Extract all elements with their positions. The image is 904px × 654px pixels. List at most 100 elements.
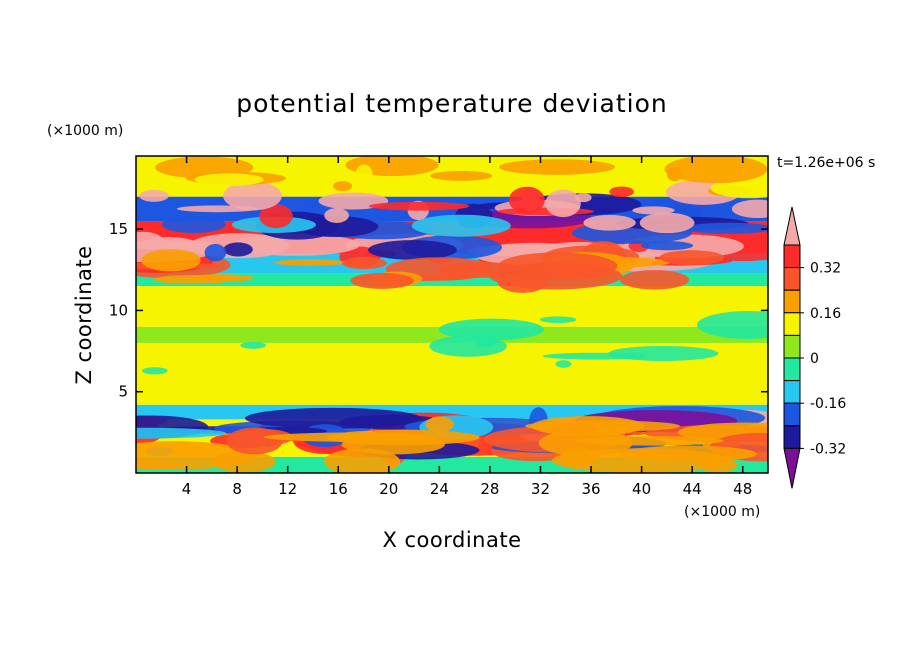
contour-feature [574, 436, 724, 446]
colorbar-band [783, 244, 801, 269]
x-tick-label: 40 [632, 480, 651, 498]
contour-feature [293, 216, 379, 238]
x-tick-label: 32 [531, 480, 550, 498]
contour-feature [641, 240, 694, 251]
contour-feature [697, 311, 768, 340]
colorbar-band [783, 334, 801, 359]
contour-feature [666, 166, 683, 182]
contour-feature [620, 269, 689, 290]
colorbar-label: 0.16 [810, 306, 841, 322]
contour-feature [583, 214, 636, 231]
colorbar-label: 0 [810, 351, 819, 367]
colorbar-band [783, 267, 801, 291]
contour-feature [545, 189, 581, 218]
contour-feature [189, 274, 254, 282]
contour-feature [555, 360, 572, 368]
colorbar-max-arrow [783, 206, 801, 246]
contour-feature [136, 427, 227, 439]
colorbar-band [783, 357, 801, 382]
contour-feature [609, 186, 634, 198]
contour-feature [161, 216, 226, 234]
contour-feature [240, 341, 267, 349]
contour-feature [425, 416, 455, 433]
contour-band [136, 375, 768, 405]
colorbar-band [783, 289, 801, 314]
contour-feature [204, 243, 227, 262]
x-axis-title: X coordinate [382, 528, 521, 552]
contour-feature [438, 318, 545, 341]
contour-feature [194, 173, 264, 186]
y-axis: 5 10 15 [109, 220, 768, 401]
chart-title: potential temperature deviation [236, 89, 667, 118]
x-tick-label: 24 [430, 480, 449, 498]
x-tick-label: 4 [182, 480, 192, 498]
x-tick-label: 48 [733, 480, 752, 498]
contour-feature [136, 460, 183, 469]
colorbar-label: 0.32 [810, 261, 841, 277]
y-tick-label: 10 [109, 301, 128, 319]
contour-feature [341, 257, 387, 270]
contour-feature [489, 262, 623, 290]
contour-feature [429, 335, 507, 357]
contour-feature [211, 451, 276, 473]
x-tick-label: 20 [379, 480, 398, 498]
contour-feature [139, 189, 169, 202]
x-tick-label: 16 [329, 480, 348, 498]
colorbar-min-arrow [783, 447, 801, 489]
x-tick-label: 12 [278, 480, 297, 498]
contour-feature [632, 206, 675, 215]
contour-feature [639, 212, 695, 234]
contour-feature [560, 447, 597, 469]
contour-feature [731, 199, 768, 219]
contour-feature [141, 249, 201, 272]
contour-feature [259, 204, 293, 229]
colorbar-label: -0.16 [810, 396, 846, 412]
colorbar-band [783, 380, 801, 404]
plot-frame [135, 155, 769, 474]
contour-feature [223, 181, 282, 211]
contour-feature [539, 316, 577, 324]
contour-feature [368, 201, 470, 211]
contour-feature [355, 164, 373, 184]
contour-feature [311, 176, 351, 183]
contour-feature [324, 448, 401, 473]
contour-feature [508, 186, 545, 214]
contour-feature [664, 156, 768, 184]
contour-feature [411, 214, 511, 237]
x-unit-label: (×1000 m) [684, 504, 760, 520]
contour-feature [659, 250, 724, 265]
y-axis-title: Z coordinate [72, 245, 96, 384]
contour-band [136, 286, 768, 327]
contour-feature [244, 407, 422, 429]
contour-feature [619, 445, 757, 463]
colorbar-label: -0.32 [810, 441, 846, 457]
y-tick-label: 15 [109, 220, 128, 238]
x-tick-label: 36 [581, 480, 600, 498]
y-tick-label: 5 [118, 383, 128, 401]
x-tick-label: 28 [480, 480, 499, 498]
contour-feature [367, 240, 457, 260]
contour-feature [141, 367, 168, 375]
contour-feature [497, 207, 595, 216]
contour-feature [698, 457, 738, 473]
contour-feature [226, 427, 283, 455]
y-unit-label: (×1000 m) [47, 123, 123, 139]
colorbar-band [783, 425, 801, 449]
contour-feature [430, 170, 493, 181]
contour-feature [274, 259, 346, 266]
contour-feature [324, 208, 349, 223]
contour-feature [350, 272, 414, 289]
contour-feature [531, 416, 645, 437]
contour-feature [333, 181, 353, 192]
contour-feature [542, 352, 648, 360]
contour-field [136, 156, 768, 473]
contour-feature [223, 242, 253, 257]
contour-feature [176, 205, 258, 213]
contour-feature [155, 156, 254, 179]
colorbar: 0.32 0.16 0 -0.16 -0.32 [783, 206, 846, 489]
time-label: t=1.26e+06 s [777, 155, 875, 171]
colorbar-band [783, 402, 801, 427]
contour-feature [263, 432, 436, 442]
x-axis: 4 8 12 16 20 24 28 32 36 40 44 48 [182, 156, 752, 498]
